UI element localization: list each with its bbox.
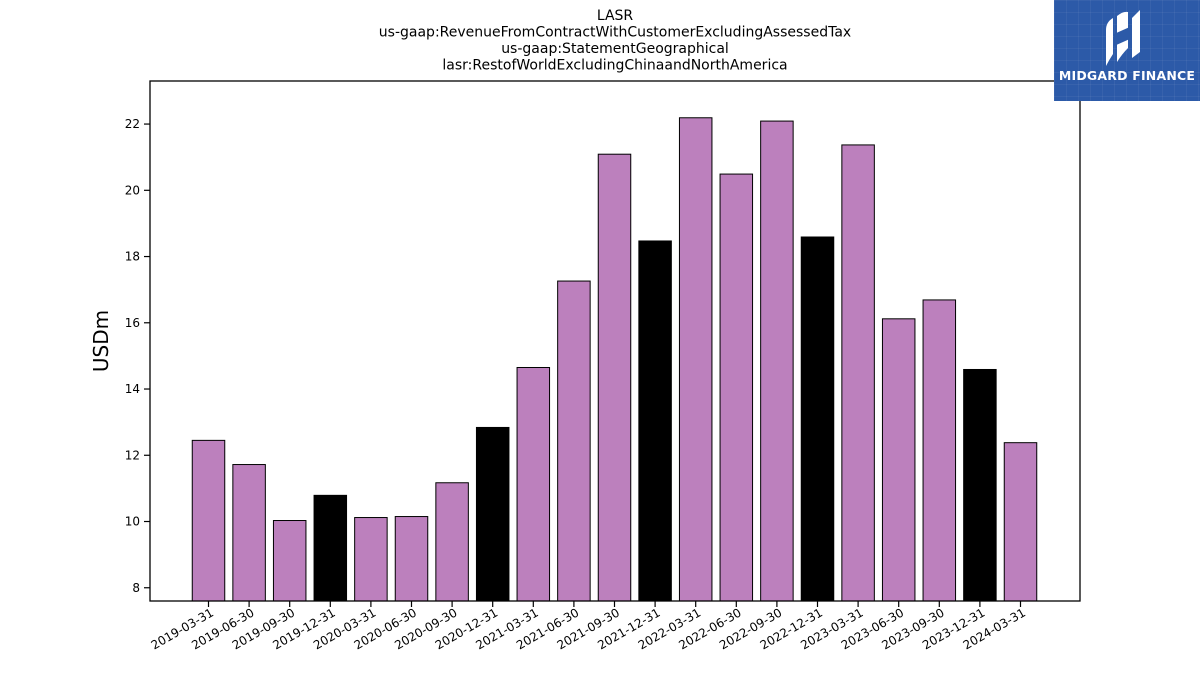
y-axis-label: USDm	[89, 310, 113, 372]
bar-2023-03-31	[841, 144, 875, 602]
y-tick-label: 16	[125, 316, 140, 330]
y-axis: 8 10 12 14 16 18 20 22	[125, 117, 150, 595]
bar-2022-09-30	[760, 120, 794, 602]
bar-2024-03-31	[1003, 442, 1038, 602]
bar-2022-03-31	[678, 117, 713, 602]
bar-2020-09-30	[435, 482, 469, 602]
bar-2020-03-31	[354, 517, 388, 602]
title-line: us-gaap:StatementGeographical	[501, 41, 729, 57]
y-tick-label: 22	[125, 117, 140, 131]
chart-title: LASRus-gaap:RevenueFromContractWithCusto…	[379, 8, 851, 74]
bars-group	[191, 117, 1038, 602]
bar-2019-03-31	[191, 439, 226, 602]
bar-2023-06-30	[881, 318, 916, 602]
logo-text: MIDGARD FINANCE	[1058, 68, 1196, 83]
bar-2021-03-31	[516, 366, 551, 602]
y-tick-label: 14	[125, 382, 140, 396]
bar-2022-06-30	[719, 173, 754, 602]
x-axis: 2019-03-312019-06-302019-09-302019-12-31…	[149, 601, 1028, 652]
bar-2021-12-31	[638, 240, 672, 602]
bar-2019-12-31	[313, 494, 348, 602]
y-tick-label: 8	[132, 581, 140, 595]
y-tick-label: 12	[125, 448, 140, 462]
bar-2020-12-31	[475, 426, 510, 602]
bar-2021-06-30	[557, 280, 591, 602]
midgard-finance-logo: MIDGARD FINANCE	[1054, 0, 1200, 101]
bar-2020-06-30	[394, 516, 429, 602]
title-line: us-gaap:RevenueFromContractWithCustomerE…	[379, 25, 851, 41]
bar-2021-09-30	[597, 153, 632, 602]
bar-2019-06-30	[232, 464, 266, 602]
title-line: lasr:RestofWorldExcludingChinaandNorthAm…	[442, 58, 787, 74]
y-tick-label: 20	[125, 183, 140, 197]
y-tick-label: 10	[125, 515, 140, 529]
title-line: LASR	[597, 8, 634, 24]
y-tick-label: 18	[125, 250, 140, 264]
bar-2023-09-30	[922, 299, 957, 602]
bar-2022-12-31	[800, 236, 835, 602]
bar-2019-09-30	[272, 520, 307, 602]
midgard-logo-icon	[1106, 10, 1140, 66]
bar-2023-12-31	[963, 368, 997, 602]
